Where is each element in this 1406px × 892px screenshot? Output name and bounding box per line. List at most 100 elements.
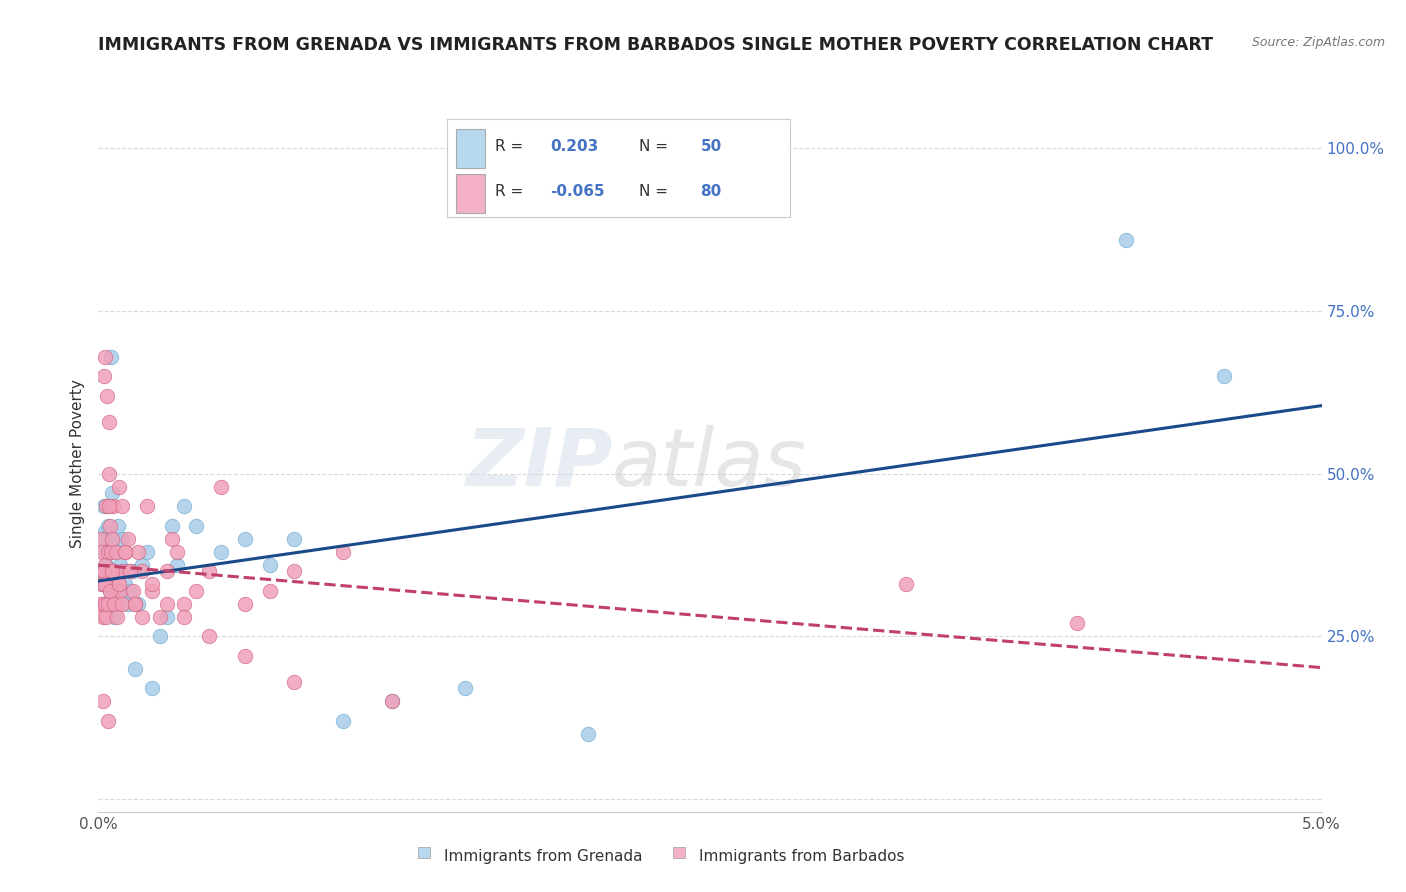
Point (124, 662, 146, 676)
Point (94, 558, 117, 572)
Point (1212, 369, 1234, 384)
Point (233, 532, 256, 546)
Point (105, 609, 128, 624)
Point (97, 564, 120, 578)
Point (98, 518, 121, 533)
Point (90, 597, 112, 611)
Point (105, 564, 128, 578)
Point (97, 499, 120, 513)
Point (1115, 233, 1137, 247)
Point (283, 564, 305, 578)
Point (98, 544, 121, 558)
Point (127, 597, 149, 611)
Point (91, 609, 114, 624)
Point (111, 564, 134, 578)
Point (114, 577, 136, 591)
Point (186, 583, 208, 598)
Point (259, 583, 281, 598)
Point (111, 532, 134, 546)
Point (136, 499, 159, 513)
Point (101, 564, 124, 578)
Point (91, 694, 114, 708)
Point (120, 564, 142, 578)
Point (124, 597, 146, 611)
Point (97, 467, 120, 481)
Point (233, 597, 256, 611)
Point (141, 577, 163, 591)
Point (1066, 616, 1088, 631)
Point (124, 597, 146, 611)
Point (894, 577, 917, 591)
Legend: Immigrants from Grenada, Immigrants from Barbados: Immigrants from Grenada, Immigrants from… (412, 843, 911, 871)
Point (114, 544, 136, 558)
Point (576, 727, 599, 741)
Point (90, 532, 112, 546)
Point (93, 350, 115, 364)
Point (111, 597, 134, 611)
Point (91, 597, 114, 611)
Point (156, 597, 179, 611)
Point (100, 350, 122, 364)
Point (259, 558, 281, 572)
Point (94, 532, 117, 546)
Point (136, 544, 159, 558)
Point (96, 499, 118, 513)
Text: IMMIGRANTS FROM GRENADA VS IMMIGRANTS FROM BARBADOS SINGLE MOTHER POVERTY CORREL: IMMIGRANTS FROM GRENADA VS IMMIGRANTS FR… (98, 36, 1213, 54)
Point (141, 681, 163, 695)
Point (98, 583, 121, 598)
Point (131, 564, 153, 578)
Point (110, 558, 132, 572)
Point (173, 499, 195, 513)
Point (94, 525, 117, 540)
Point (197, 564, 219, 578)
Point (131, 609, 153, 624)
Point (149, 629, 172, 643)
Point (108, 583, 131, 598)
Point (96, 597, 118, 611)
Point (91, 577, 114, 591)
Point (332, 714, 354, 728)
Point (156, 609, 179, 624)
Point (93, 564, 115, 578)
Point (173, 609, 195, 624)
Point (107, 577, 129, 591)
Point (100, 564, 122, 578)
Point (160, 532, 183, 546)
Point (209, 480, 232, 494)
Point (98, 583, 121, 598)
Point (381, 694, 404, 708)
Point (96, 388, 118, 402)
Point (381, 694, 404, 708)
Point (104, 532, 127, 546)
Point (90, 564, 112, 578)
Point (209, 544, 232, 558)
Point (101, 532, 124, 546)
Point (110, 583, 132, 598)
Point (97, 714, 120, 728)
Point (186, 518, 208, 533)
Point (121, 564, 143, 578)
Point (111, 499, 134, 513)
Point (120, 583, 142, 598)
Point (108, 577, 131, 591)
Point (117, 532, 139, 546)
Point (93, 544, 115, 558)
Point (197, 629, 219, 643)
Point (111, 564, 134, 578)
Point (104, 544, 127, 558)
Point (160, 518, 183, 533)
Point (91, 597, 114, 611)
Point (283, 674, 305, 689)
Point (100, 544, 122, 558)
Point (149, 609, 172, 624)
Point (103, 609, 125, 624)
Point (96, 609, 118, 624)
Point (131, 558, 153, 572)
Point (283, 532, 305, 546)
Point (121, 583, 143, 598)
Point (156, 564, 179, 578)
Point (332, 544, 354, 558)
Point (107, 518, 129, 533)
Point (108, 480, 131, 494)
Point (173, 597, 195, 611)
